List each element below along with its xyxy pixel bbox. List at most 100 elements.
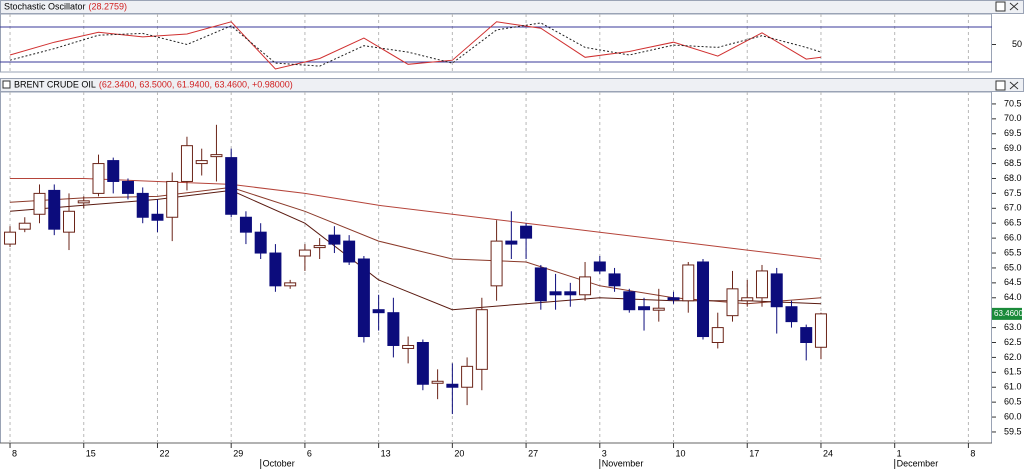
- x-tick-label: 27: [528, 448, 538, 458]
- candle-body: [608, 273, 621, 287]
- candle-body: [387, 312, 400, 346]
- maximize-button[interactable]: [995, 1, 1006, 12]
- y-tick-label: 61.5: [1004, 367, 1022, 377]
- y-tick-label: 63.0: [1004, 322, 1022, 332]
- close-button[interactable]: [1009, 2, 1019, 11]
- x-tick-label: 13: [381, 448, 391, 458]
- candle-body: [431, 380, 444, 384]
- y-tick-label: 66.5: [1004, 218, 1022, 228]
- y-tick-label: 70.0: [1004, 113, 1022, 123]
- y-tick-label: 60.0: [1004, 411, 1022, 421]
- candle-body: [682, 264, 695, 302]
- x-tick-label: 20: [454, 448, 464, 458]
- candle-body: [4, 231, 17, 245]
- candle-body: [564, 291, 577, 296]
- candle-body: [697, 261, 710, 338]
- candle-body: [343, 240, 356, 263]
- candle-body: [92, 163, 105, 194]
- candle-body: [446, 383, 459, 388]
- candle-body: [33, 192, 46, 215]
- month-label: December: [897, 458, 939, 468]
- stochastic-line: [9, 22, 822, 67]
- candle-body: [180, 145, 193, 182]
- x-tick-label: 29: [233, 448, 243, 458]
- x-tick-label: 3: [602, 448, 607, 458]
- y-tick-label: 64.0: [1004, 292, 1022, 302]
- candle-body: [151, 213, 164, 221]
- y-tick-label: 65.0: [1004, 262, 1022, 272]
- candle-body: [328, 234, 341, 245]
- maximize-button[interactable]: [995, 80, 1006, 91]
- candle-body: [195, 160, 208, 165]
- candle-body: [298, 249, 311, 257]
- plot-frame: [0, 13, 992, 73]
- candle-body: [505, 240, 518, 245]
- panel-icon: [2, 80, 11, 89]
- candle-body: [77, 200, 90, 204]
- candle-body: [667, 297, 680, 301]
- y-tick-label: 65.5: [1004, 247, 1022, 257]
- y-tick-label: 50: [1012, 39, 1022, 49]
- candle-body: [372, 309, 385, 314]
- candle-body: [755, 270, 768, 299]
- y-tick-label: 69.5: [1004, 128, 1022, 138]
- candle-body: [166, 180, 179, 218]
- candle-body: [225, 157, 238, 215]
- month-label: November: [602, 458, 644, 468]
- y-tick-label: 61.0: [1004, 382, 1022, 392]
- y-tick-label: 70.5: [1004, 98, 1022, 108]
- candle-body: [416, 342, 429, 385]
- candle-body: [711, 327, 724, 344]
- candle-body: [770, 273, 783, 308]
- candle-body: [254, 231, 267, 254]
- candle-body: [520, 225, 533, 239]
- x-tick-label: 15: [86, 448, 96, 458]
- candle-body: [107, 160, 120, 182]
- candle-body: [623, 291, 636, 311]
- panel-title: BRENT CRUDE OIL: [14, 79, 96, 89]
- panel-title: Stochastic Oscillator: [4, 1, 86, 11]
- candle-body: [269, 252, 282, 287]
- candle-body: [652, 307, 665, 311]
- candle-body: [48, 189, 61, 230]
- candle-body: [800, 327, 813, 344]
- moving-average: [10, 178, 822, 260]
- y-tick-label: 67.0: [1004, 203, 1022, 213]
- y-tick-label: 69.0: [1004, 143, 1022, 153]
- y-tick-label: 60.5: [1004, 397, 1022, 407]
- candle-body: [136, 192, 149, 218]
- candle-body: [741, 297, 754, 302]
- candle-body: [402, 344, 415, 349]
- candle-body: [579, 276, 592, 296]
- candle-body: [239, 216, 252, 233]
- x-tick-label: 8: [12, 448, 17, 458]
- candle-body: [638, 306, 651, 311]
- x-tick-label: 6: [307, 448, 312, 458]
- y-tick-label: 64.5: [1004, 277, 1022, 287]
- close-button[interactable]: [1009, 81, 1019, 90]
- y-tick-label: 66.0: [1004, 233, 1022, 243]
- candle-body: [490, 240, 503, 287]
- y-tick-label: 68.0: [1004, 173, 1022, 183]
- stochastic-line: [9, 21, 822, 70]
- candle-body: [313, 245, 326, 249]
- panel-header: [0, 0, 1024, 14]
- panel-value: (62.3400, 63.5000, 61.9400, 63.4600, +0.…: [99, 79, 293, 89]
- y-tick-label: 59.5: [1004, 426, 1022, 436]
- y-tick-label: 67.5: [1004, 188, 1022, 198]
- y-tick-label: 68.5: [1004, 158, 1022, 168]
- last-price-label: 63.4600: [994, 309, 1023, 318]
- candle-body: [534, 267, 547, 302]
- month-label: October: [263, 458, 295, 468]
- last-price-box: [992, 307, 1022, 320]
- candle-body: [357, 258, 370, 338]
- candle-body: [63, 210, 76, 233]
- candle-body: [475, 309, 488, 370]
- candle-body: [284, 282, 297, 287]
- candle-body: [814, 313, 827, 348]
- x-tick-label: 22: [159, 448, 169, 458]
- candle-body: [121, 180, 134, 194]
